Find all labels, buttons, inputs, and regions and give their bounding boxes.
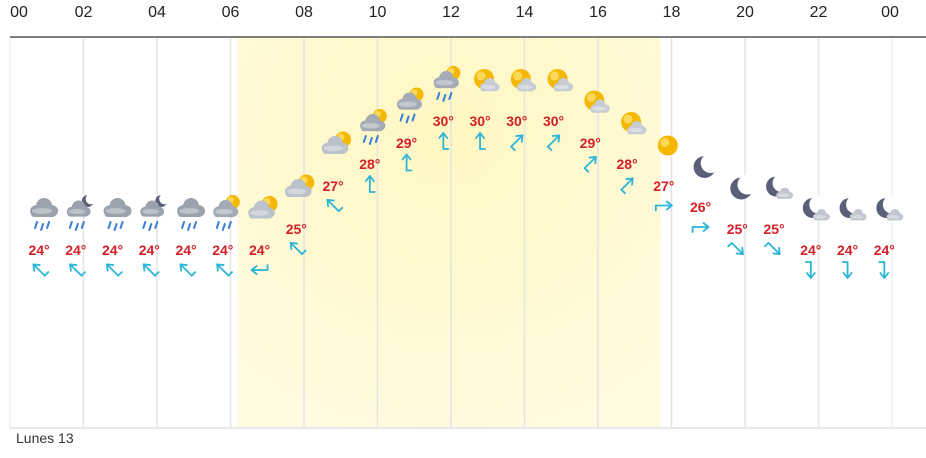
night-rain-icon: [140, 193, 171, 231]
temp-label: 30°: [542, 113, 565, 129]
temp-label: 29°: [395, 134, 418, 151]
wind-arrow-icon: [727, 241, 744, 256]
partly-sunny-icon: [584, 90, 610, 113]
temp-label: 25°: [285, 220, 307, 237]
night-rain-icon: [66, 193, 97, 231]
tick-label: 10: [368, 4, 387, 21]
wind-arrow-icon: [216, 263, 233, 277]
wind-arrow-icon: [841, 261, 853, 279]
temp-label: 24°: [212, 242, 234, 258]
tick-label: 08: [295, 4, 313, 21]
temp-label: 24°: [138, 242, 160, 258]
partly-sunny-icon: [621, 112, 647, 135]
moon-icon: [693, 153, 721, 178]
wind-arrow-icon: [583, 155, 597, 173]
temp-label: 24°: [28, 242, 50, 258]
temp-label: 25°: [763, 220, 785, 237]
temp-label: 30°: [432, 113, 454, 129]
rain-cloud-icon: [30, 198, 59, 231]
partly-sunny-icon: [547, 69, 574, 92]
wind-arrow-icon: [250, 264, 269, 275]
day-label: Lunes 13: [16, 430, 74, 446]
tick-label: 00: [881, 4, 899, 21]
tick-label: 18: [662, 4, 681, 21]
wind-arrow-icon: [763, 241, 781, 256]
sun-rain-icon: [213, 195, 240, 231]
sun-rain-icon: [433, 66, 461, 102]
temp-label: 24°: [248, 242, 271, 258]
tick-label: 12: [442, 4, 460, 21]
tick-label: 02: [74, 4, 93, 21]
wind-arrow-icon: [547, 134, 561, 152]
tick-label: 00: [10, 4, 28, 21]
sun-rain-icon: [360, 109, 387, 145]
wind-arrow-icon: [142, 263, 160, 277]
temp-label: 24°: [65, 242, 87, 258]
wind-arrow-icon: [438, 132, 450, 150]
temp-label: 26°: [689, 199, 712, 215]
wind-arrow-icon: [106, 263, 123, 277]
partly-cloudy-icon: [284, 174, 315, 198]
temp-label: 27°: [322, 177, 344, 194]
partly-cloudy-icon: [248, 196, 278, 219]
temp-label: 30°: [469, 113, 491, 129]
wind-arrow-icon: [179, 263, 197, 277]
partly-cloudy-icon: [321, 131, 352, 155]
tick-label: 14: [515, 4, 534, 21]
sun-icon: [657, 135, 678, 156]
tick-label: 16: [589, 4, 607, 21]
wind-arrow-icon: [69, 263, 86, 277]
wind-arrow-icon: [364, 175, 376, 193]
temp-label: 24°: [101, 242, 124, 258]
wind-arrow-icon: [401, 153, 413, 172]
wind-arrow-icon: [691, 222, 710, 233]
tick-label: 04: [148, 4, 166, 21]
moon-cloud-icon: [802, 195, 830, 221]
wind-arrow-icon: [654, 200, 673, 212]
temp-label: 24°: [175, 242, 197, 258]
temp-label: 28°: [616, 156, 638, 172]
temp-label: 24°: [873, 242, 895, 258]
sun-rain-icon: [396, 87, 424, 124]
temp-label: 29°: [579, 134, 601, 151]
wind-arrow-icon: [475, 132, 486, 150]
wind-arrow-icon: [804, 261, 816, 279]
partly-sunny-icon: [510, 69, 537, 92]
tick-label: 20: [736, 4, 754, 21]
temp-label: 24°: [836, 242, 859, 258]
temp-label: 24°: [800, 242, 822, 258]
wind-arrow-icon: [289, 241, 307, 256]
wind-arrow-icon: [620, 177, 634, 195]
tick-label: 06: [221, 4, 240, 21]
partly-sunny-icon: [474, 69, 500, 92]
wind-arrow-icon: [326, 198, 344, 213]
temp-label: 27°: [653, 177, 675, 194]
temp-label: 28°: [359, 156, 381, 172]
tick-label: 22: [809, 4, 828, 21]
rain-cloud-icon: [103, 198, 132, 231]
temp-label: 25°: [726, 220, 748, 237]
rain-cloud-icon: [177, 198, 206, 231]
temp-label: 30°: [506, 113, 528, 129]
wind-arrow-icon: [510, 134, 524, 152]
moon-cloud-icon: [839, 195, 867, 221]
wind-arrow-icon: [32, 263, 50, 277]
moon-cloud-icon: [766, 174, 794, 199]
wind-arrow-icon: [878, 261, 890, 279]
moon-cloud-icon: [876, 195, 904, 221]
moon-icon: [730, 174, 758, 200]
